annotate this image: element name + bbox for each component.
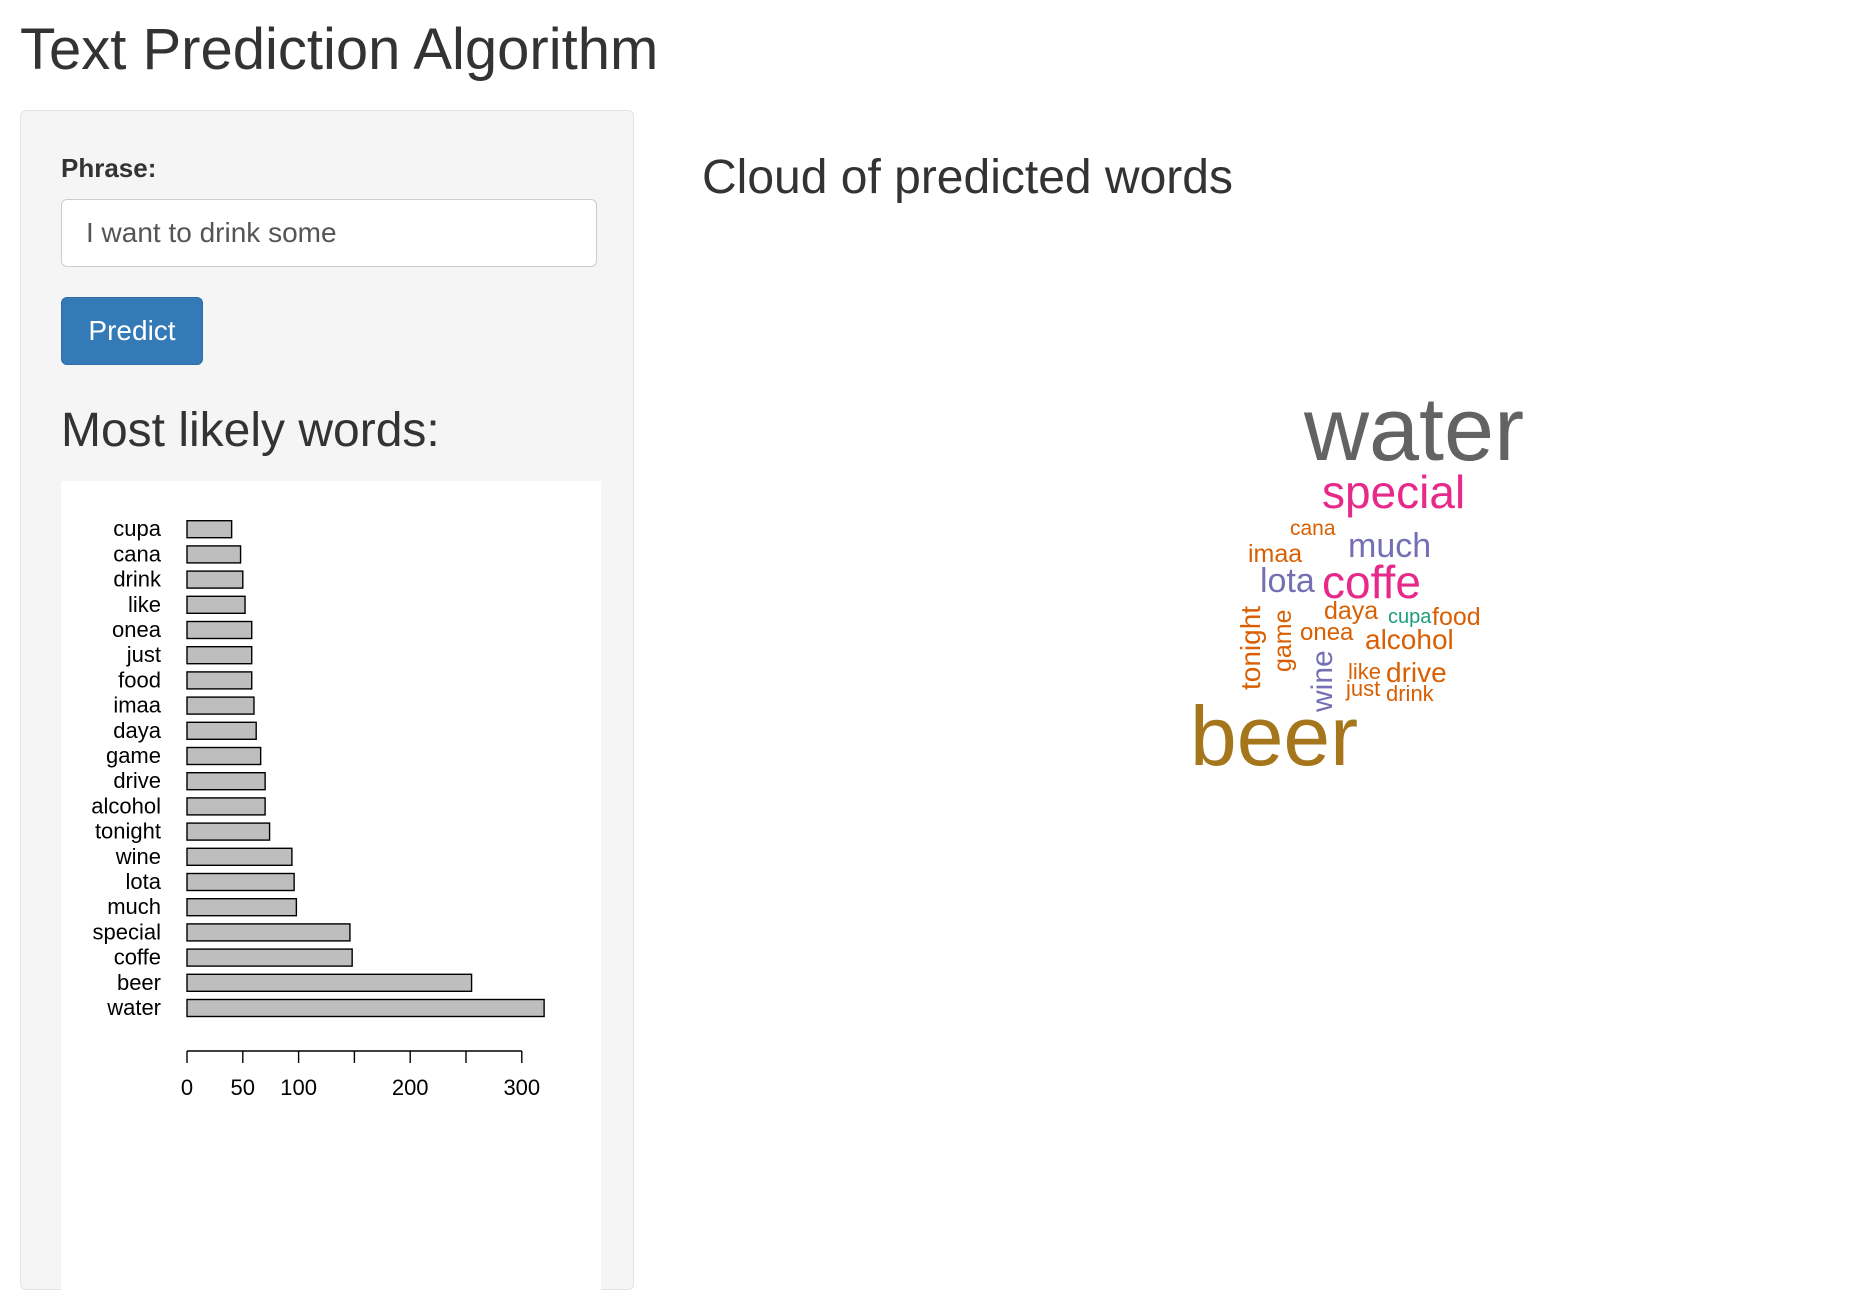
- cloud-word-tonight: tonight: [1235, 606, 1266, 690]
- most-likely-words-heading: Most likely words:: [61, 404, 440, 457]
- cloud-word-beer: beer: [1190, 689, 1358, 783]
- bar-label-drink: drink: [113, 567, 162, 592]
- bar-label-much: much: [107, 894, 161, 919]
- bar-label-alcohol: alcohol: [91, 793, 161, 818]
- bar-label-lota: lota: [126, 869, 162, 894]
- cloud-word-wine: wine: [1306, 650, 1339, 713]
- x-tick-label: 0: [181, 1075, 193, 1100]
- bar-label-game: game: [106, 743, 161, 768]
- bar-tonight: [186, 822, 271, 841]
- bar-onea: [186, 620, 253, 640]
- cloud-word-drink: drink: [1386, 681, 1435, 706]
- bar-wine: [186, 847, 293, 866]
- bar-beer: [186, 973, 473, 992]
- cloud-word-alcohol: alcohol: [1365, 624, 1454, 655]
- bar-label-just: just: [126, 642, 161, 667]
- bar-label-wine: wine: [115, 844, 161, 869]
- bar-game: [186, 746, 262, 766]
- cloud-word-game: game: [1269, 609, 1297, 672]
- bar-much: [186, 898, 298, 917]
- bar-like: [186, 595, 246, 615]
- bar-daya: [186, 721, 257, 741]
- cloud-word-like: like: [1348, 659, 1381, 684]
- cloud-word-onea: onea: [1300, 619, 1354, 646]
- page-title: Text Prediction Algorithm: [20, 17, 659, 82]
- predict-button[interactable]: Predict: [61, 297, 203, 365]
- bar-alcohol: [186, 797, 266, 816]
- x-tick-label: 200: [392, 1075, 429, 1100]
- bar-chart: waterbeercoffespecialmuchlotawinetonight…: [91, 516, 545, 1100]
- bar-label-beer: beer: [117, 970, 161, 995]
- bar-lota: [186, 872, 295, 892]
- cloud-word-daya: daya: [1324, 597, 1378, 625]
- bar-coffe: [186, 948, 353, 967]
- bar-drive: [186, 772, 266, 791]
- bar-label-food: food: [118, 667, 161, 692]
- bar-label-daya: daya: [113, 718, 161, 743]
- bar-just: [186, 645, 253, 665]
- cloud-heading: Cloud of predicted words: [702, 151, 1233, 204]
- cloud-word-coffe: coffe: [1322, 556, 1421, 608]
- phrase-input[interactable]: [61, 199, 597, 267]
- bar-imaa: [186, 696, 255, 715]
- bar-label-coffe: coffe: [114, 945, 161, 970]
- bar-label-drive: drive: [113, 768, 161, 793]
- cloud-word-just: just: [1345, 676, 1380, 701]
- cloud-word-food: food: [1432, 603, 1481, 631]
- bar-label-tonight: tonight: [95, 819, 161, 844]
- bar-label-cana: cana: [113, 541, 161, 566]
- bar-label-cupa: cupa: [113, 516, 161, 541]
- bar-drink: [186, 570, 244, 589]
- cloud-word-cupa: cupa: [1388, 606, 1432, 628]
- x-tick-label: 100: [280, 1075, 317, 1100]
- cloud-word-water: water: [1303, 390, 1524, 480]
- x-tick-label: 50: [231, 1075, 255, 1100]
- bar-label-like: like: [128, 592, 161, 617]
- bar-label-onea: onea: [112, 617, 162, 642]
- bar-label-imaa: imaa: [113, 693, 161, 718]
- phrase-label: Phrase:: [61, 153, 157, 183]
- bar-food: [186, 671, 253, 690]
- bar-water: [186, 998, 545, 1018]
- sidebar-panel: Phrase: Predict Most likely words: water…: [20, 110, 634, 1301]
- bar-cupa: [186, 520, 233, 539]
- bar-cana: [186, 545, 242, 564]
- bar-label-water: water: [106, 995, 161, 1020]
- cloud-word-lota: lota: [1260, 562, 1315, 600]
- x-tick-label: 300: [503, 1075, 540, 1100]
- cloud-word-drive: drive: [1386, 657, 1447, 688]
- bar-plot-panel: water beer coffe special much lota wine tonight…: [61, 481, 601, 1301]
- cloud-word-imaa: imaa: [1248, 540, 1302, 568]
- cloud-word-special: special: [1322, 466, 1465, 518]
- cloud-word-cana: cana: [1290, 517, 1336, 540]
- bar-special: [186, 923, 351, 942]
- cloud-word-much: much: [1348, 527, 1431, 565]
- bar-label-special: special: [93, 919, 161, 944]
